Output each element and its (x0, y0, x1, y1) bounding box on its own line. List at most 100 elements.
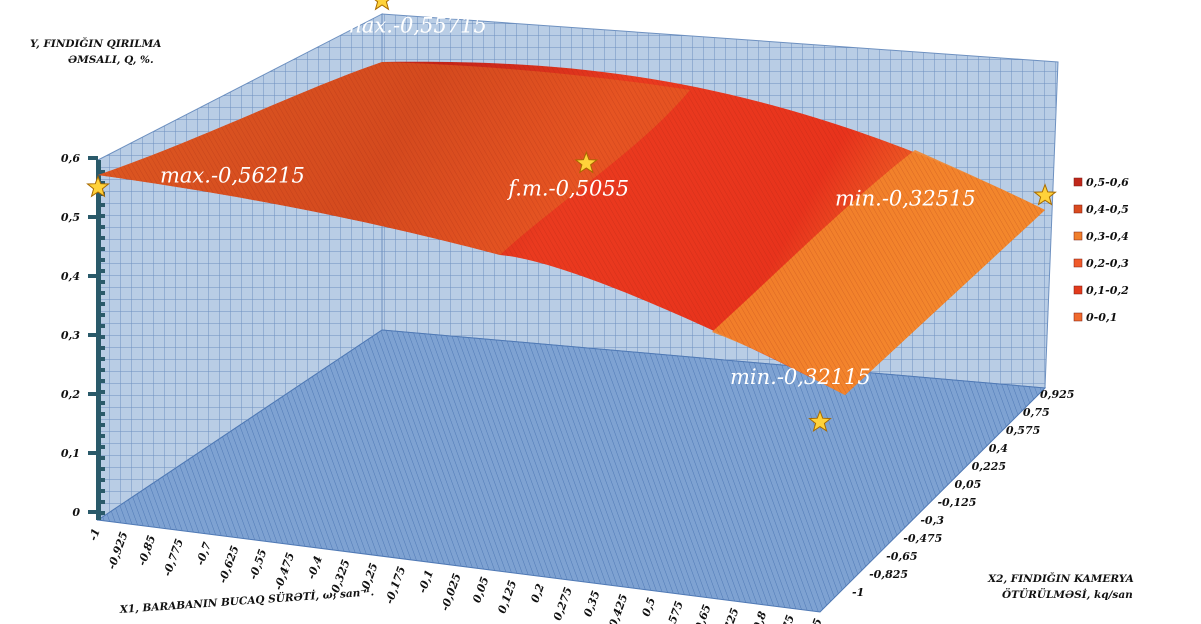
x1-tick-label: -0,1 (416, 568, 436, 595)
z-tick-label: 0,4 (61, 270, 80, 283)
legend-label: 0,5-0,6 (1086, 176, 1129, 189)
x2-tick-label: -0,475 (903, 532, 942, 545)
annotation-label: max.-0,56215 (160, 163, 305, 187)
x2-tick-label: 0,575 (1006, 424, 1040, 437)
x2-axis-title-line1: X2, FINDIĞIN KAMERYA (987, 571, 1134, 585)
z-tick-label: 0,1 (61, 447, 80, 460)
z-minor-tick (101, 203, 105, 207)
x2-tick-label: 0,925 (1040, 388, 1074, 401)
z-minor-tick (101, 390, 105, 394)
x1-tick-label: 0,275 (551, 585, 575, 622)
z-minor-tick (101, 434, 105, 438)
z-tick-label: 0,2 (61, 388, 80, 401)
legend-label: 0,1-0,2 (1086, 284, 1129, 297)
x1-tick-label: 0,95 (803, 617, 824, 624)
annotation-label: max.-0,55715 (342, 13, 487, 37)
annotation-star-icon (86, 174, 110, 198)
legend-swatch (1073, 258, 1083, 268)
z-minor-tick (101, 489, 105, 493)
z-minor-tick (101, 412, 105, 416)
z-minor-tick (101, 511, 105, 515)
z-tick-mark (88, 451, 98, 455)
z-minor-tick (101, 225, 105, 229)
x1-tick-label: 0,725 (718, 606, 742, 624)
x1-tick-label: -0,925 (105, 530, 131, 571)
x1-tick-label: -0,775 (161, 537, 187, 578)
legend-swatch (1073, 204, 1083, 214)
x1-tick-label: 0,5 (639, 596, 658, 618)
x2-tick-label: 0,75 (1023, 406, 1050, 419)
z-tick-label: 0,6 (61, 152, 80, 165)
x2-tick-label: -1 (852, 586, 864, 599)
z-minor-tick (101, 247, 105, 251)
legend-label: 0,3-0,4 (1086, 230, 1129, 243)
x1-tick-label: 0,65 (692, 603, 713, 624)
x1-tick-label: -0,4 (305, 554, 325, 581)
legend-label: 0,4-0,5 (1086, 203, 1129, 216)
x1-axis-title: X1, BARABANIN BUCAQ SÜRƏTİ, ω, san⁻¹. (118, 584, 374, 616)
annotation-star-icon (574, 150, 599, 174)
z-tick-mark (88, 215, 98, 219)
legend: 0,5-0,6 0,4-0,5 0,3-0,4 0,2-0,3 0,1-0,2 0-0,1 (1073, 176, 1129, 324)
x2-axis-title-line2: ÖTÜRÜLMƏSİ, kq/san (1002, 587, 1133, 601)
z-tick-mark (88, 274, 98, 278)
z-minor-tick (101, 258, 105, 262)
x1-tick-label: -0,475 (272, 551, 298, 592)
z-tick-label: 0 (72, 506, 80, 519)
z-minor-tick (101, 181, 105, 185)
x1-tick-label: -1 (86, 527, 102, 543)
x1-tick-label: 0,575 (662, 599, 686, 624)
legend-swatch (1073, 231, 1083, 241)
annotation-star-icon (808, 409, 832, 433)
z-minor-tick (101, 456, 105, 460)
z-minor-tick (101, 269, 105, 273)
x2-tick-label: -0,825 (869, 568, 908, 581)
response-surface (98, 61, 1045, 396)
x1-tick-label: 0,2 (528, 582, 547, 605)
annotation-label: min.-0,32115 (730, 365, 871, 389)
z-axis-line (96, 160, 101, 520)
annotation-label: f.m.-0,5055 (506, 176, 629, 200)
z-minor-tick (101, 324, 105, 328)
z-axis-ticks: 0 0,1 0,2 0,3 0,4 0,5 0,6 (61, 152, 105, 519)
z-minor-tick (101, 478, 105, 482)
x1-tick-label: -0,85 (135, 534, 158, 568)
legend-swatch (1073, 285, 1083, 295)
x2-tick-label: 0,4 (989, 442, 1008, 455)
z-minor-tick (101, 467, 105, 471)
z-minor-tick (101, 302, 105, 306)
z-tick-label: 0,5 (61, 211, 80, 224)
z-minor-tick (101, 335, 105, 339)
z-minor-tick (101, 214, 105, 218)
x2-tick-label: 0,05 (955, 478, 982, 491)
x1-tick-label: -0,7 (194, 540, 214, 567)
z-tick-mark (88, 333, 98, 337)
x2-tick-label: 0,225 (972, 460, 1006, 473)
z-minor-tick (101, 291, 105, 295)
x2-tick-label: -0,65 (886, 550, 917, 563)
legend-swatch (1073, 312, 1083, 322)
x1-tick-label: 0,8 (751, 609, 770, 624)
x1-tick-label: -0,55 (246, 547, 269, 581)
x1-tick-label: 0,35 (581, 589, 602, 619)
z-tick-mark (88, 510, 98, 514)
z-axis-title-line1: Y, FINDIĞIN QIRILMA (30, 36, 161, 50)
x1-tick-label: -0,625 (216, 544, 242, 585)
legend-swatch (1073, 177, 1083, 187)
z-minor-tick (101, 346, 105, 350)
z-minor-tick (101, 236, 105, 240)
annotation-star-icon (374, 0, 390, 11)
x2-axis-ticks: -1 -0,825 -0,65 -0,475 -0,3 -0,125 0,05 0,225 0,… (852, 388, 1074, 599)
z-minor-tick (101, 500, 105, 504)
legend-label: 0-0,1 (1086, 311, 1117, 324)
x1-tick-label: 0,875 (773, 613, 797, 624)
x1-tick-label: 0,125 (495, 579, 519, 616)
surface-texture (98, 61, 1045, 396)
x1-tick-label: -0,175 (383, 565, 409, 606)
z-minor-tick (101, 357, 105, 361)
z-minor-tick (101, 313, 105, 317)
z-tick-mark (88, 156, 98, 160)
x2-tick-label: -0,3 (920, 514, 944, 527)
legend-label: 0,2-0,3 (1086, 257, 1129, 270)
